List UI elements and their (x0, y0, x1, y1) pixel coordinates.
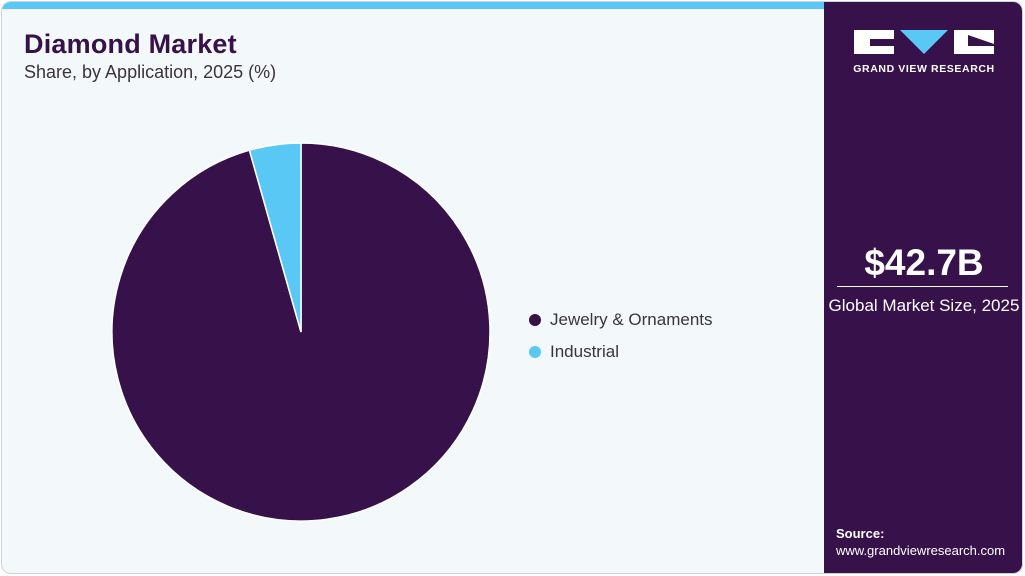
chart-subtitle: Share, by Application, 2025 (%) (24, 62, 277, 82)
legend-dot-icon (529, 314, 541, 326)
chart-title: Diamond Market (24, 29, 237, 59)
info-sidebar: GRAND VIEW RESEARCH $42.7B Global Market… (824, 2, 1022, 573)
source-url[interactable]: www.grandviewresearch.com (836, 543, 1006, 558)
accent-bar (2, 2, 824, 9)
gvr-logo-icon (854, 30, 994, 54)
legend-label: Industrial (550, 342, 619, 361)
legend-item-jewelry: Jewelry & Ornaments (529, 304, 713, 336)
divider (837, 286, 1008, 287)
legend-item-industrial: Industrial (529, 336, 713, 368)
market-size-label: Global Market Size, 2025 (828, 296, 1020, 315)
pie-slice-industrial (248, 142, 302, 333)
legend-label: Jewelry & Ornaments (550, 310, 713, 329)
legend: Jewelry & Ornaments Industrial (529, 304, 713, 368)
legend-dot-icon (529, 346, 541, 358)
pie-chart (111, 142, 491, 522)
source-label: Source: (836, 526, 885, 541)
brand-name: GRAND VIEW RESEARCH (853, 63, 995, 75)
market-size-value: $42.7B (864, 242, 984, 283)
